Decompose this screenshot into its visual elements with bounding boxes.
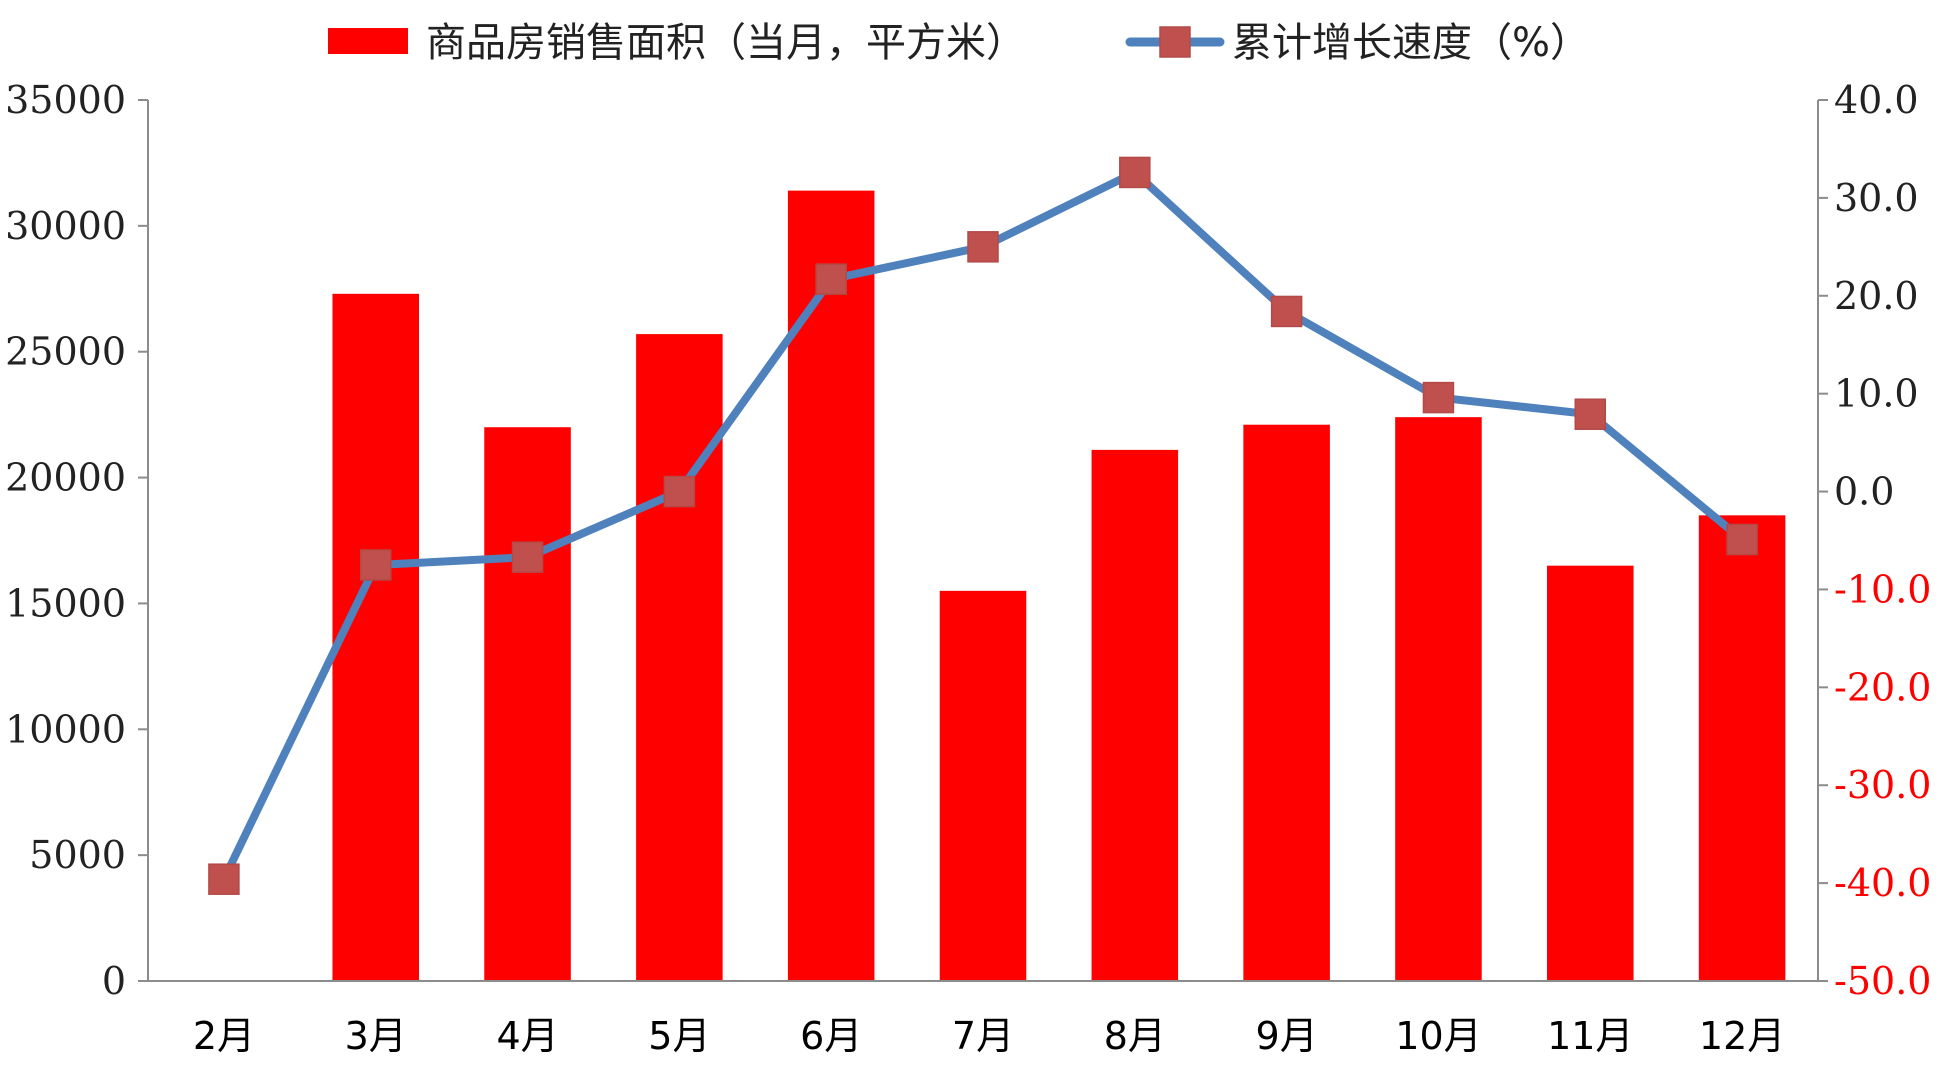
x-tick-label: 2月 bbox=[193, 1014, 255, 1058]
bar bbox=[1547, 565, 1634, 981]
legend-bar-label: 商品房销售面积（当月，平方米） bbox=[426, 20, 1026, 66]
y-right-tick-label: 20.0 bbox=[1834, 274, 1919, 318]
bar bbox=[636, 334, 723, 981]
y-right-tick-label: 10.0 bbox=[1834, 372, 1919, 416]
bar bbox=[484, 427, 571, 981]
x-tick-label: 12月 bbox=[1699, 1014, 1785, 1058]
legend-line-marker bbox=[1159, 26, 1191, 58]
x-tick-label: 7月 bbox=[952, 1014, 1014, 1058]
x-tick-label: 4月 bbox=[496, 1014, 558, 1058]
y-right-tick-label: -10.0 bbox=[1834, 567, 1931, 611]
x-tick-label: 6月 bbox=[800, 1014, 862, 1058]
line-point-marker bbox=[359, 549, 392, 581]
y-left-tick-label: 35000 bbox=[5, 78, 126, 122]
y-right-tick-label: -20.0 bbox=[1834, 665, 1931, 709]
line-point-marker bbox=[1422, 381, 1455, 414]
line-point-marker bbox=[208, 863, 240, 895]
line-point-marker bbox=[1119, 156, 1151, 189]
bar-series bbox=[332, 190, 1786, 982]
line-point-marker bbox=[967, 231, 999, 263]
legend-line-label: 累计增长速度（%） bbox=[1232, 20, 1590, 66]
bar bbox=[1698, 515, 1786, 981]
line-point-marker bbox=[815, 263, 847, 295]
x-tick-label: 11月 bbox=[1547, 1014, 1633, 1058]
y-left-tick-label: 20000 bbox=[5, 456, 126, 500]
line-point-marker bbox=[1726, 523, 1758, 556]
bar bbox=[332, 293, 419, 981]
y-left-tick-label: 5000 bbox=[29, 833, 126, 877]
bar bbox=[787, 190, 875, 982]
line-point-marker bbox=[663, 475, 696, 508]
y-right-tick-label: 30.0 bbox=[1834, 176, 1919, 220]
y-left-tick-label: 15000 bbox=[5, 581, 126, 625]
axes: 0 5000 10000 15000 20000 25000 30000 35000 -50.0… bbox=[5, 78, 1931, 1058]
x-tick-label: 9月 bbox=[1256, 1014, 1318, 1058]
y-right-tick-label: 40.0 bbox=[1834, 78, 1919, 122]
bar bbox=[1395, 417, 1482, 981]
y-left-tick-label: 30000 bbox=[5, 204, 126, 248]
y-right-tick-label: -50.0 bbox=[1834, 959, 1931, 1003]
line-point-marker bbox=[1270, 295, 1303, 328]
legend: 商品房销售面积（当月，平方米） 累计增长速度（%） bbox=[328, 20, 1590, 66]
bar bbox=[1243, 424, 1330, 981]
line-point-marker bbox=[1574, 398, 1607, 430]
legend-bar-swatch bbox=[328, 28, 408, 54]
y-left-tick-label: 10000 bbox=[5, 707, 126, 751]
bar bbox=[1091, 449, 1179, 982]
y-right-tick-label: -40.0 bbox=[1834, 861, 1931, 905]
y-right-tick-label: -30.0 bbox=[1834, 763, 1931, 807]
y-left-tick-label: 0 bbox=[102, 959, 126, 1003]
bar bbox=[939, 590, 1027, 981]
y-right-tick-label: 0.0 bbox=[1834, 470, 1894, 514]
x-tick-label: 8月 bbox=[1104, 1014, 1166, 1058]
x-tick-label: 5月 bbox=[648, 1014, 710, 1058]
line-point-marker bbox=[511, 541, 544, 573]
y-left-tick-label: 25000 bbox=[5, 330, 126, 374]
line-series bbox=[208, 156, 1758, 895]
x-tick-label: 3月 bbox=[345, 1014, 407, 1058]
x-tick-label: 10月 bbox=[1395, 1014, 1481, 1058]
